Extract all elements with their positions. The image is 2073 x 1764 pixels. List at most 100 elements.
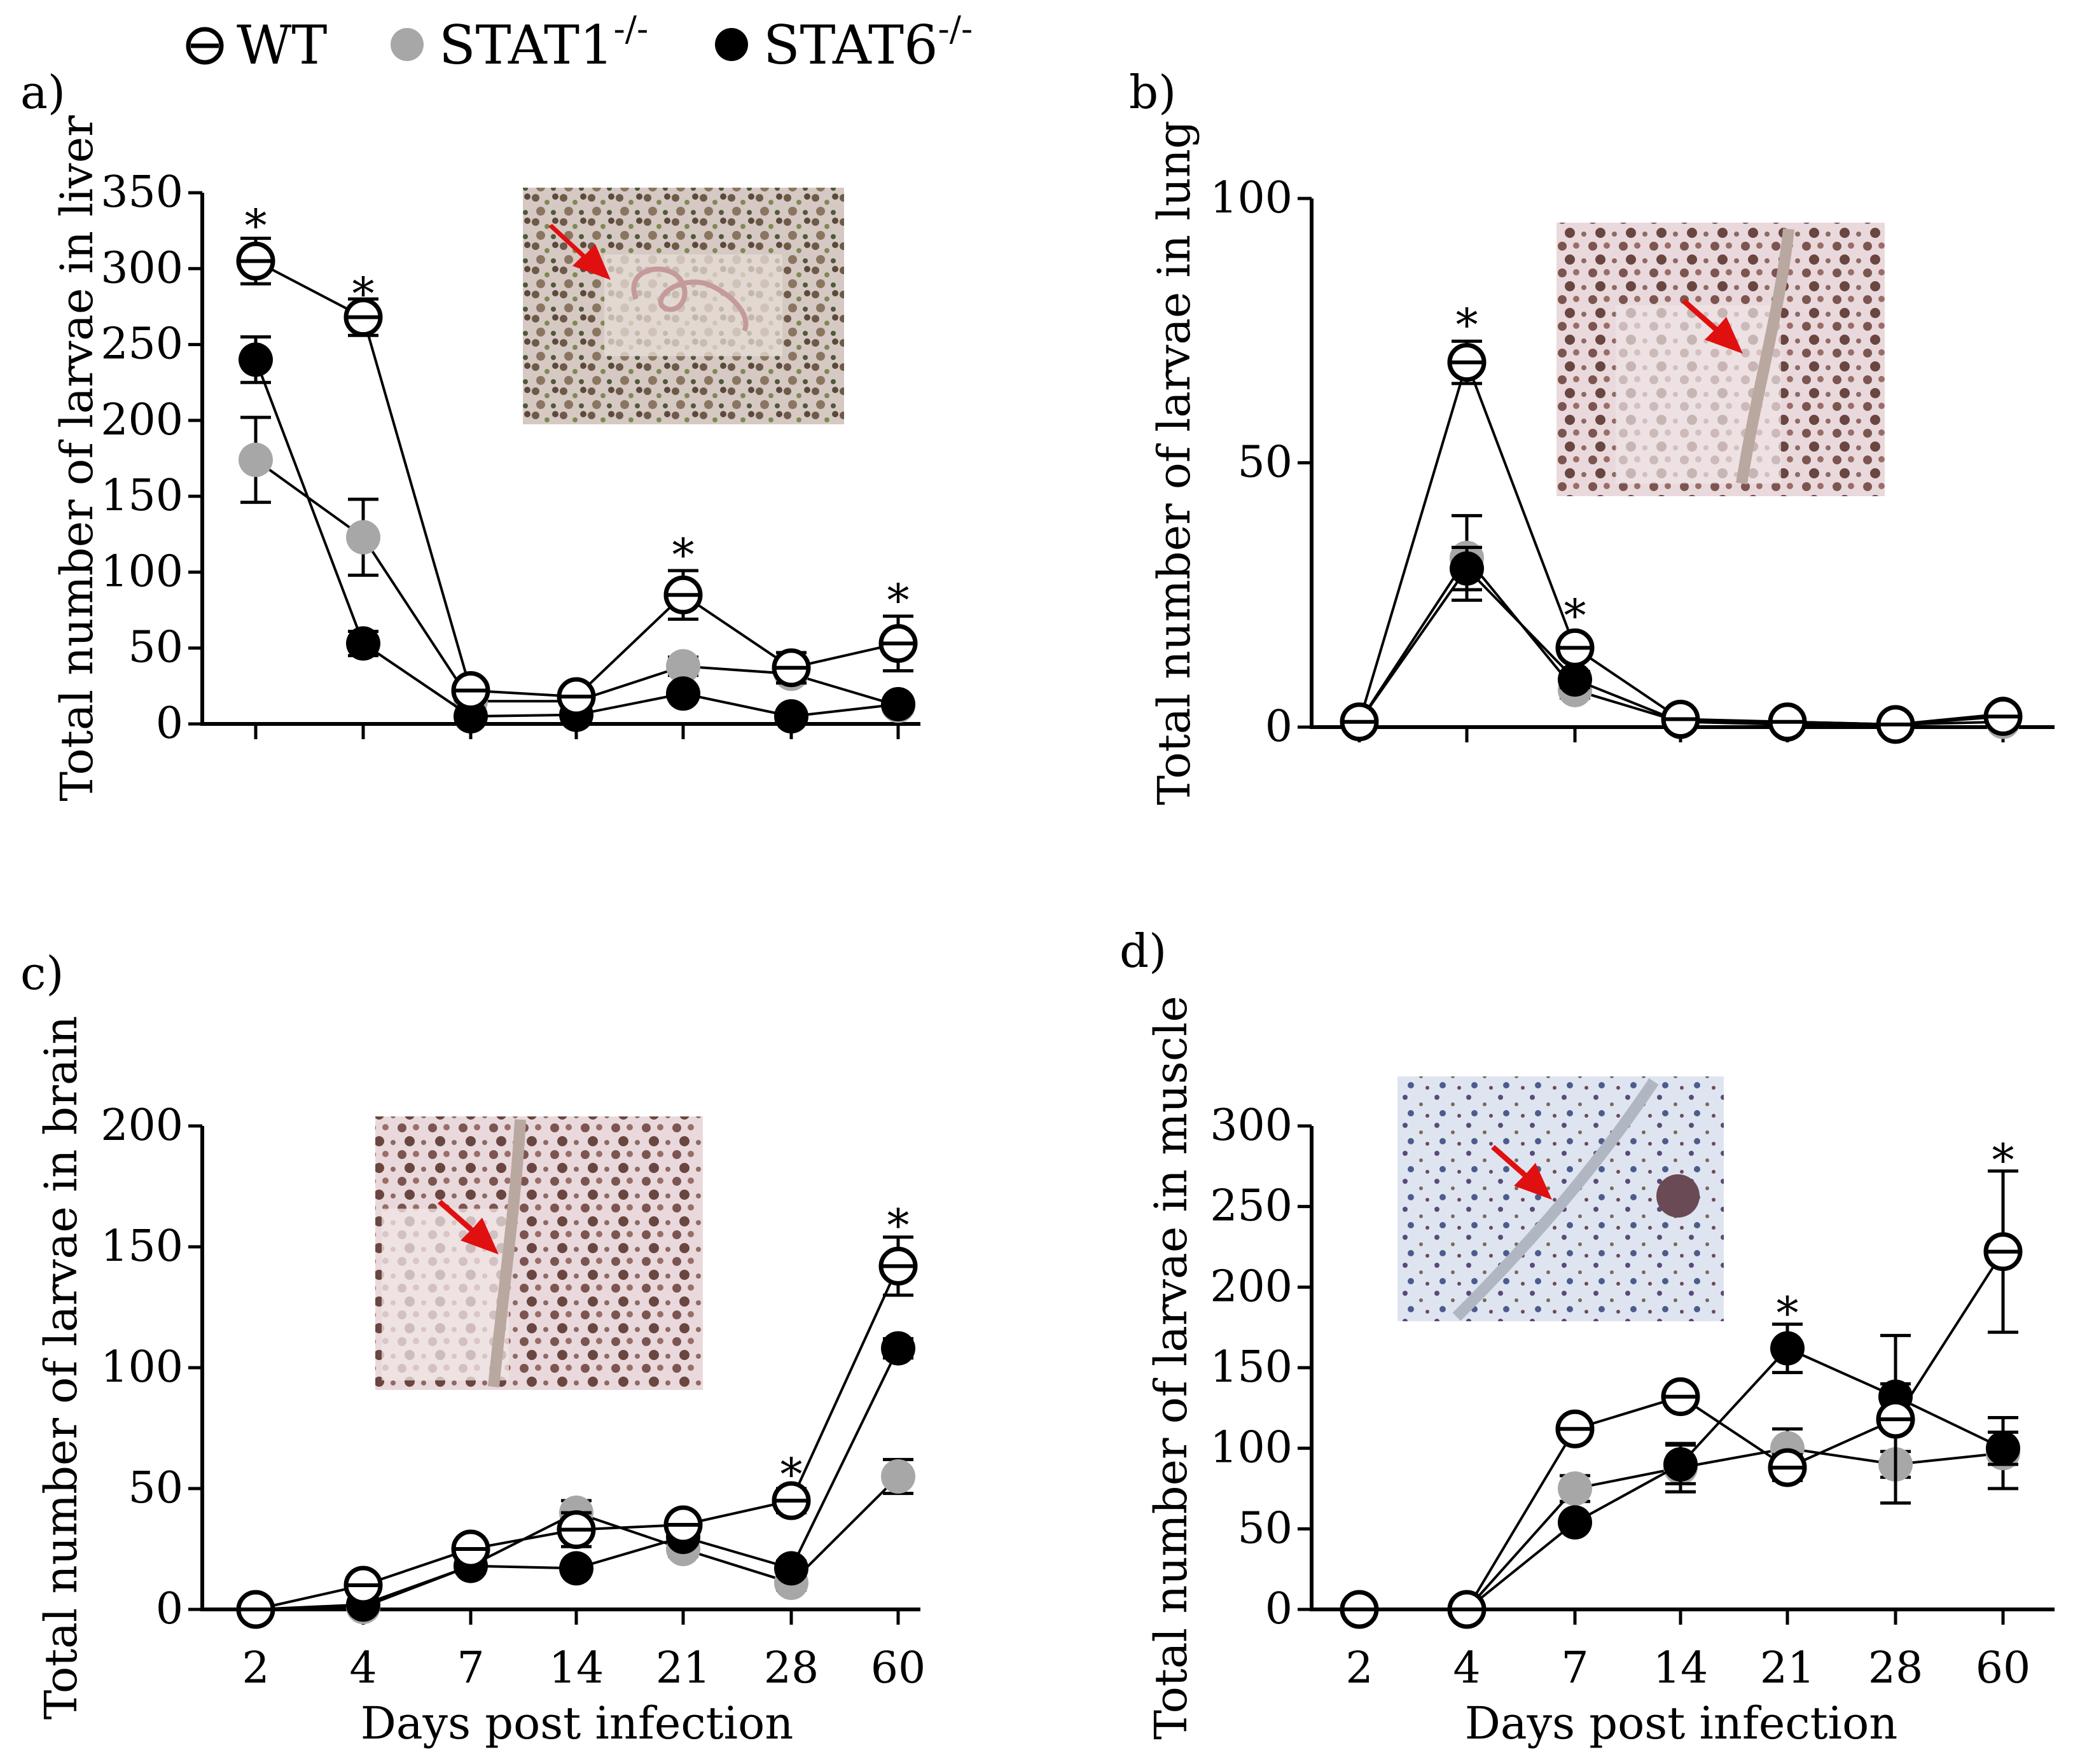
x-tick-label: 60 (1976, 1643, 2031, 1693)
data-point-stat6 (881, 686, 915, 721)
muscle-debris (1656, 1174, 1700, 1218)
panel-d-inset (1397, 1076, 1724, 1321)
panel-b-label: b) (1129, 66, 1176, 119)
y-axis-title: Total number of larvae in muscle (1145, 996, 1197, 1739)
data-point-stat6 (1558, 1505, 1592, 1540)
x-tick-label: 14 (549, 1643, 604, 1693)
significance-marker: * (1992, 1134, 2014, 1186)
y-tick-label: 300 (1210, 1101, 1293, 1151)
y-tick-label: 50 (1237, 1503, 1293, 1553)
significance-marker: * (1777, 1288, 1799, 1340)
y-tick-label: 50 (1237, 438, 1293, 488)
panel-b-inset (1556, 223, 1885, 496)
muscle-larva-shape (1452, 1078, 1659, 1321)
panel-d-muscle: d) 0 50 100 150 200 250 300 2 4 7 14 21 28 60 Total nu… (1120, 924, 2055, 1749)
data-point-stat1 (1558, 1471, 1592, 1506)
data-point-stat6 (881, 1331, 915, 1366)
significance-marker: * (887, 574, 910, 627)
significance-marker: * (1564, 590, 1586, 642)
panel-a-label: a) (20, 66, 66, 119)
legend-label-stat6: STAT6-/- (763, 9, 973, 76)
y-tick-label: 50 (128, 623, 183, 673)
data-point-stat1 (666, 649, 700, 684)
significance-marker: * (352, 268, 375, 320)
data-point-stat6 (774, 699, 808, 734)
data-point-stat6 (774, 1551, 808, 1586)
x-tick-label: 28 (1868, 1643, 1924, 1693)
y-tick-label: 250 (1210, 1181, 1293, 1232)
data-point-stat6 (1986, 1431, 2020, 1466)
legend: WT STAT1-/- STAT6-/- (186, 9, 973, 76)
significance-marker: * (1456, 299, 1478, 351)
data-point-stat6 (1450, 551, 1484, 586)
red-arrow-icon (548, 224, 611, 280)
data-point-stat6 (346, 626, 380, 661)
y-tick-label: 100 (101, 546, 183, 597)
data-point-stat1 (881, 1459, 915, 1494)
x-tick-label: 7 (457, 1643, 484, 1693)
legend-item-stat6: STAT6-/- (715, 9, 973, 76)
data-point-stat1 (239, 442, 273, 477)
data-point-stat6 (1770, 1331, 1805, 1366)
x-axis-title: Days post infection (361, 1697, 794, 1749)
y-tick-label: 200 (1210, 1261, 1293, 1312)
red-arrow-icon (438, 1200, 499, 1254)
panel-c-inset (375, 1116, 703, 1390)
y-axis-title: Total number of larvae in brain (35, 1016, 87, 1719)
y-axis-title: Total number of larvae in liver (51, 115, 103, 802)
legend-item-stat1: STAT1-/- (391, 9, 648, 76)
y-tick-label: 100 (1210, 1423, 1293, 1473)
y-tick-label: 0 (1265, 702, 1293, 752)
y-tick-label: 200 (101, 395, 183, 445)
significance-marker: * (672, 529, 695, 581)
y-axis-title: Total number of larvae in lung (1148, 120, 1200, 805)
x-tick-label: 7 (1561, 1643, 1588, 1693)
y-tick-label: 150 (1210, 1342, 1293, 1392)
brain-larva-shape (488, 1119, 526, 1387)
panel-c-brain: c) 0 50 100 150 200 2 4 7 14 21 28 60 Total number o… (20, 947, 926, 1749)
red-arrow-icon (1491, 1145, 1552, 1200)
data-point-stat6 (1558, 662, 1592, 697)
y-tick-label: 150 (101, 1221, 183, 1272)
y-tick-label: 0 (156, 1584, 183, 1634)
liver-larva-shape (631, 267, 749, 332)
y-tick-label: 150 (101, 471, 183, 521)
panel-c-label: c) (20, 947, 64, 1000)
y-tick-label: 350 (101, 167, 183, 218)
panel-d-label: d) (1120, 924, 1167, 978)
x-tick-label: 4 (349, 1643, 377, 1693)
data-point-stat6 (1663, 1447, 1698, 1482)
legend-item-wt: WT (186, 14, 327, 76)
y-tick-label: 100 (101, 1342, 183, 1392)
data-point-stat6 (666, 676, 700, 711)
data-point-stat1 (346, 520, 380, 555)
significance-marker: * (887, 1200, 910, 1252)
x-tick-label: 14 (1653, 1643, 1709, 1693)
x-tick-label: 21 (1760, 1643, 1815, 1693)
y-tick-label: 200 (101, 1101, 183, 1151)
x-tick-label: 4 (1453, 1643, 1480, 1693)
data-point-stat6 (559, 1551, 593, 1586)
legend-marker-stat1 (391, 28, 424, 61)
y-tick-label: 300 (101, 243, 183, 293)
x-tick-label: 60 (871, 1643, 926, 1693)
y-tick-label: 0 (1265, 1584, 1293, 1634)
x-tick-label: 2 (1345, 1643, 1373, 1693)
significance-marker: * (245, 200, 267, 252)
legend-label-stat1: STAT1-/- (439, 9, 648, 76)
data-point-stat6 (239, 342, 273, 377)
x-tick-label: 21 (656, 1643, 711, 1693)
x-axis-title: Days post infection (1465, 1697, 1898, 1749)
panel-a-inset (523, 188, 844, 424)
legend-marker-stat6 (715, 28, 748, 61)
significance-marker: * (780, 1448, 803, 1501)
brain-micrograph-clearing (382, 1209, 509, 1380)
lung-larva-shape (1736, 228, 1794, 485)
liver-micrograph-clearing (604, 254, 782, 356)
x-tick-label: 28 (764, 1643, 819, 1693)
y-tick-label: 50 (128, 1463, 183, 1513)
y-tick-label: 100 (1210, 173, 1293, 223)
